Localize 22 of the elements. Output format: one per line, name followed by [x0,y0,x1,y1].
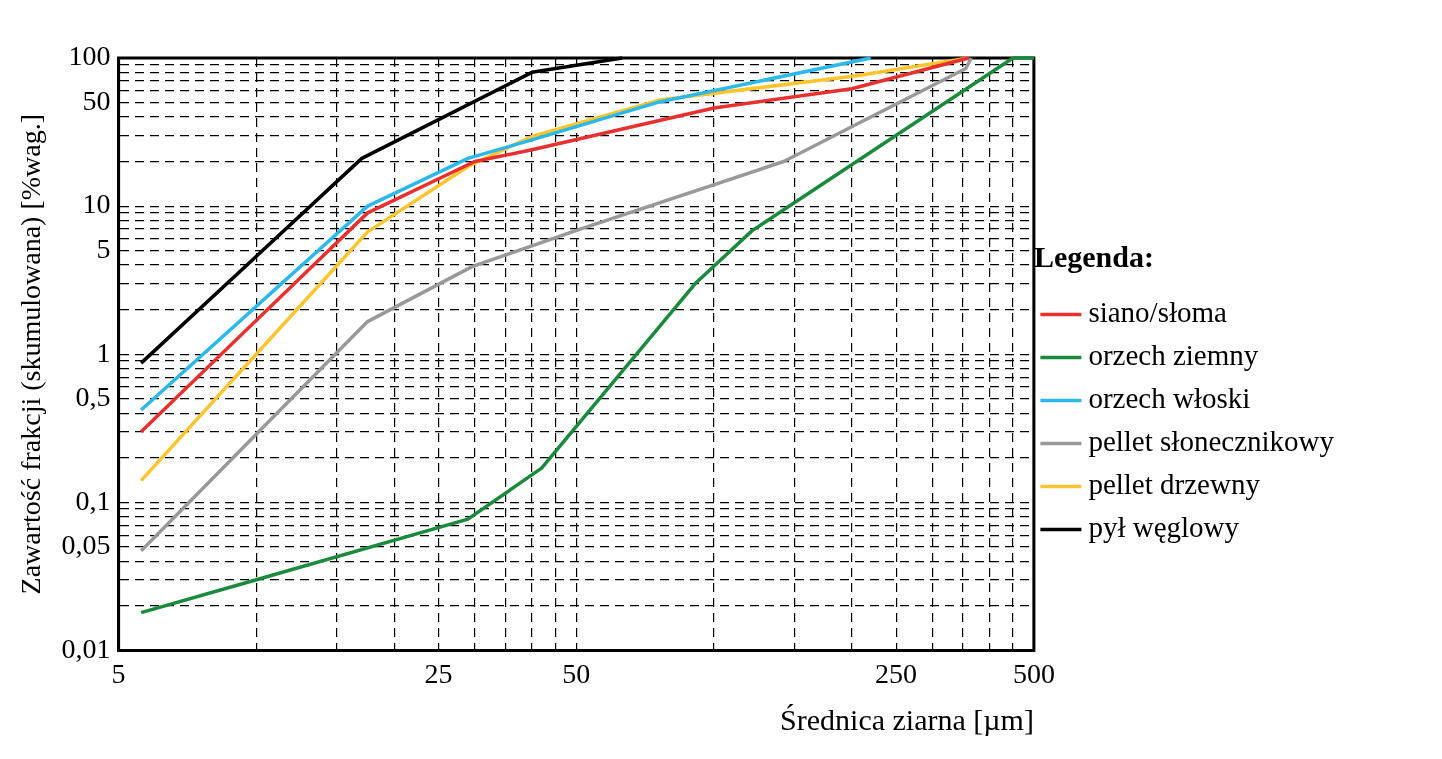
legend-label: pellet słonecznikowy [1088,425,1335,458]
y-tick-label: 0,01 [61,632,111,664]
legend-label: pył węglowy [1088,511,1240,544]
x-axis-title: Średnica ziarna [µm] [780,702,1034,736]
x-tick-label: 50 [562,657,591,689]
x-tick-label: 250 [875,657,918,689]
legend-label: orzech ziemny [1088,339,1259,372]
y-tick-label: 50 [82,84,111,116]
y-tick-label: 0,1 [75,484,111,516]
y-tick-label: 0,05 [61,529,111,561]
y-tick-label: 100 [68,40,111,72]
legend-label: orzech włoski [1088,382,1251,415]
y-tick-label: 0,5 [75,381,111,413]
legend-label: pellet drzewny [1088,468,1261,501]
x-tick-label: 25 [424,657,453,689]
legend-title: Legenda: [1033,239,1154,273]
y-tick-label: 5 [96,233,111,265]
legend-label: siano/słoma [1088,296,1228,329]
y-tick-label: 10 [82,188,111,220]
y-axis-title: Zawartość frakcji (skumulowana) [%wag.] [15,113,47,595]
x-tick-label: 500 [1012,657,1055,689]
y-tick-label: 1 [96,336,111,368]
